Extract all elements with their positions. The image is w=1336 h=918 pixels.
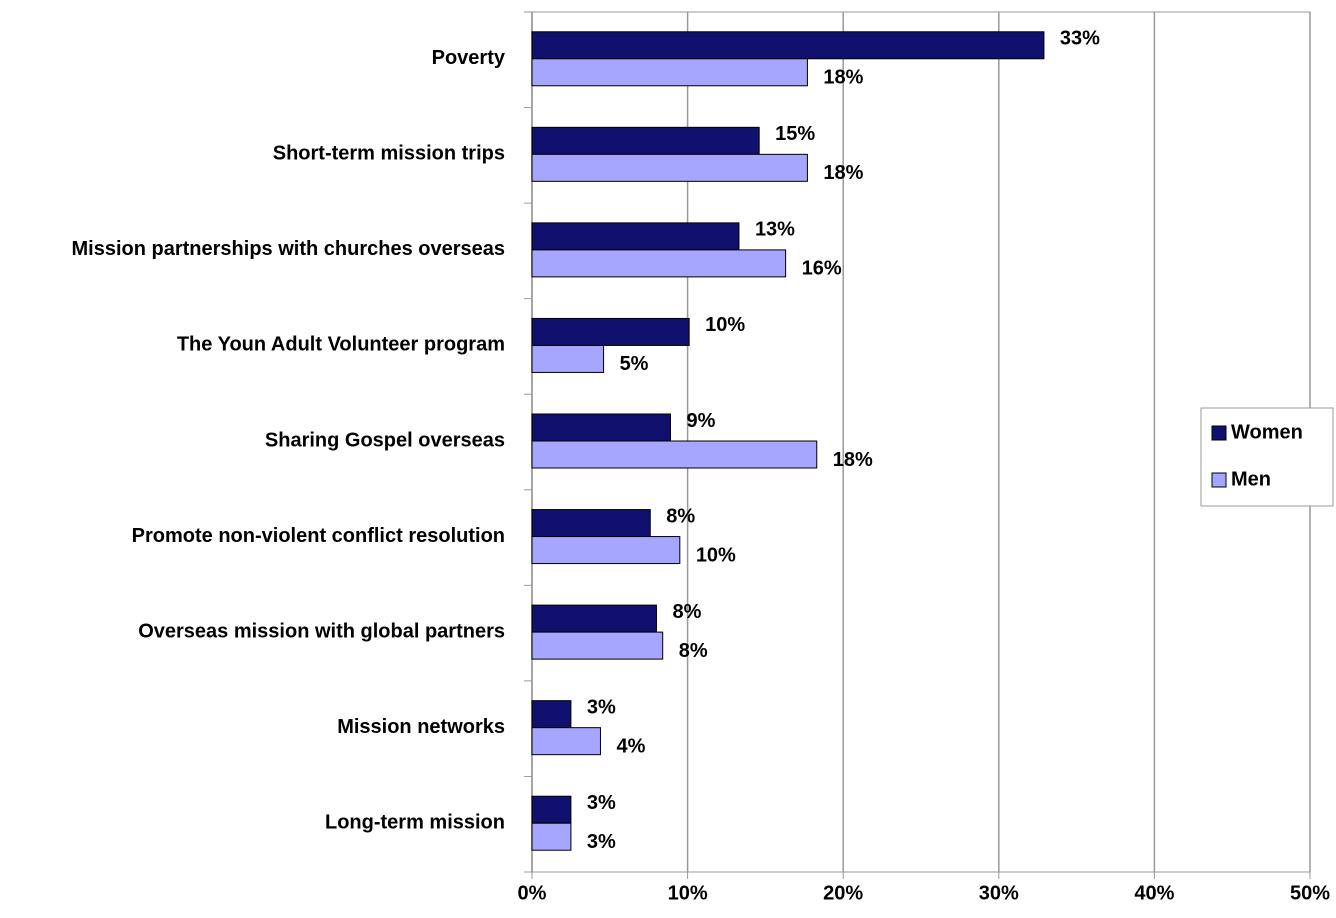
data-label: 10% [696, 544, 736, 566]
y-tick-label: Long-term mission [325, 812, 505, 834]
legend: Women Men [1200, 407, 1334, 507]
x-tick-label: 0% [518, 882, 547, 904]
y-tick-label: Mission networks [337, 716, 505, 738]
bar [531, 153, 808, 182]
bar [531, 536, 681, 565]
bar [531, 822, 572, 851]
y-tick-label: Mission partnerships with churches overs… [72, 238, 505, 260]
bar [531, 126, 760, 155]
bar [531, 58, 808, 87]
data-label: 5% [620, 353, 649, 375]
data-label: 4% [616, 735, 645, 757]
legend-label: Men [1231, 468, 1271, 490]
bar [531, 440, 818, 469]
data-label: 3% [587, 696, 616, 718]
data-label: 3% [587, 792, 616, 814]
data-label: 18% [823, 162, 863, 184]
data-label: 8% [679, 640, 708, 662]
y-tick-label: Sharing Gospel overseas [265, 429, 505, 451]
data-label: 8% [666, 505, 695, 527]
bar [531, 509, 651, 538]
x-tick-label: 30% [979, 882, 1019, 904]
bar [531, 317, 690, 346]
y-tick-label: Overseas mission with global partners [138, 620, 505, 642]
data-label: 16% [802, 258, 842, 280]
data-label: 9% [686, 410, 715, 432]
y-tick-label: Short-term mission trips [273, 143, 505, 165]
data-label: 10% [705, 314, 745, 336]
legend-swatch [1211, 472, 1227, 488]
data-label: 15% [775, 123, 815, 145]
data-label: 8% [672, 601, 701, 623]
bar [531, 795, 572, 824]
data-label: 3% [587, 831, 616, 853]
bar [531, 222, 740, 251]
x-tick-label: 50% [1290, 882, 1330, 904]
data-label: 13% [755, 219, 795, 241]
data-label: 18% [823, 67, 863, 89]
bar [531, 631, 664, 660]
y-tick-label: The Youn Adult Volunteer program [177, 334, 505, 356]
y-tick-label: Poverty [432, 47, 506, 69]
bar [531, 604, 657, 633]
bar [531, 700, 572, 729]
data-label: 18% [833, 449, 873, 471]
bar [531, 413, 671, 442]
legend-swatch [1211, 425, 1227, 441]
y-tick-label: Promote non-violent conflict resolution [132, 525, 505, 547]
legend-box [1200, 407, 1334, 507]
bar [531, 344, 605, 373]
bar [531, 249, 787, 278]
x-tick-label: 20% [823, 882, 863, 904]
legend-label: Women [1231, 421, 1303, 443]
bar [531, 31, 1045, 60]
data-label: 33% [1060, 28, 1100, 50]
bar [531, 727, 601, 756]
x-tick-label: 10% [668, 882, 708, 904]
x-tick-label: 40% [1134, 882, 1174, 904]
